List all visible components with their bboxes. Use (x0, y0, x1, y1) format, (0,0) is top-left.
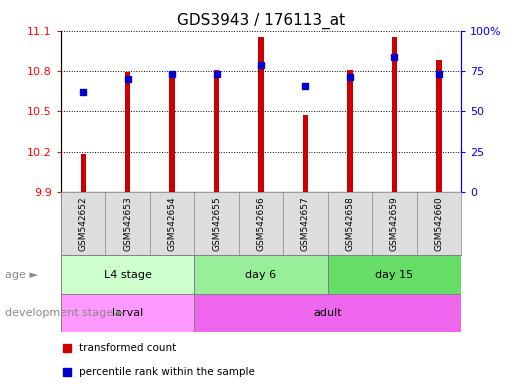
Bar (195, 294, 461, 332)
Text: day 6: day 6 (245, 270, 277, 280)
Text: GSM542658: GSM542658 (346, 196, 355, 251)
Text: development stage ►: development stage ► (5, 308, 126, 318)
Text: L4 stage: L4 stage (104, 270, 152, 280)
Text: larval: larval (112, 308, 143, 318)
Bar (258, 37, 264, 192)
Text: GSM542653: GSM542653 (123, 196, 132, 251)
Bar (125, 73, 130, 192)
Text: adult: adult (313, 308, 342, 318)
Bar (347, 70, 352, 192)
Text: age ►: age ► (5, 270, 38, 280)
Bar (61, 255, 195, 294)
Bar (81, 154, 86, 192)
Text: GSM542652: GSM542652 (78, 196, 87, 251)
Text: GSM542657: GSM542657 (301, 196, 310, 251)
Bar (195, 255, 328, 294)
Text: GSM542656: GSM542656 (257, 196, 266, 251)
Text: transformed count: transformed count (79, 343, 176, 354)
Text: GSM542660: GSM542660 (435, 196, 444, 251)
Bar (392, 37, 397, 192)
Bar (303, 115, 308, 192)
Text: GSM542654: GSM542654 (167, 196, 176, 251)
Bar (214, 70, 219, 192)
Bar (170, 78, 175, 192)
Text: day 15: day 15 (375, 270, 413, 280)
Bar (328, 255, 461, 294)
Text: GSM542655: GSM542655 (212, 196, 221, 251)
Text: GSM542659: GSM542659 (390, 196, 399, 251)
Bar (61, 294, 195, 332)
Title: GDS3943 / 176113_at: GDS3943 / 176113_at (177, 13, 345, 29)
Bar (436, 60, 441, 192)
Text: percentile rank within the sample: percentile rank within the sample (79, 367, 255, 377)
